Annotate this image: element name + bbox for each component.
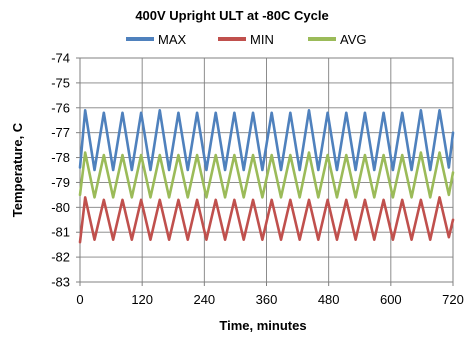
y-tick-label: -76 [51, 100, 70, 115]
x-tick-label: 120 [131, 292, 153, 307]
series-line-avg [78, 151, 455, 199]
y-tick-label: -79 [51, 175, 70, 190]
y-tick-label: -78 [51, 150, 70, 165]
legend-label-max: MAX [158, 32, 187, 47]
legend-label-avg: AVG [340, 32, 367, 47]
x-tick-label: 360 [256, 292, 278, 307]
x-axis-title: Time, minutes [219, 318, 306, 333]
x-tick-label: 720 [442, 292, 464, 307]
series-group [78, 108, 455, 244]
x-tick-label: 0 [76, 292, 83, 307]
y-axis-title: Temperature, C [10, 122, 25, 217]
y-tick-label: -83 [51, 275, 70, 290]
y-axis: -74 -75 -76 -77 -78 -79 -80 -81 -82 -83 [51, 51, 80, 290]
y-tick-label: -75 [51, 75, 70, 90]
legend: MAX MIN AVG [126, 32, 367, 47]
x-tick-label: 480 [318, 292, 340, 307]
y-tick-label: -80 [51, 200, 70, 215]
chart-title: 400V Upright ULT at -80C Cycle [135, 8, 328, 23]
legend-label-min: MIN [250, 32, 274, 47]
series-line-max [78, 108, 455, 172]
x-axis: 0 120 240 360 480 600 720 [76, 282, 464, 307]
x-tick-label: 600 [380, 292, 402, 307]
y-tick-label: -77 [51, 125, 70, 140]
y-tick-label: -82 [51, 250, 70, 265]
x-tick-label: 240 [193, 292, 215, 307]
series-line-min [78, 196, 455, 244]
y-tick-label: -74 [51, 51, 70, 66]
y-tick-label: -81 [51, 225, 70, 240]
